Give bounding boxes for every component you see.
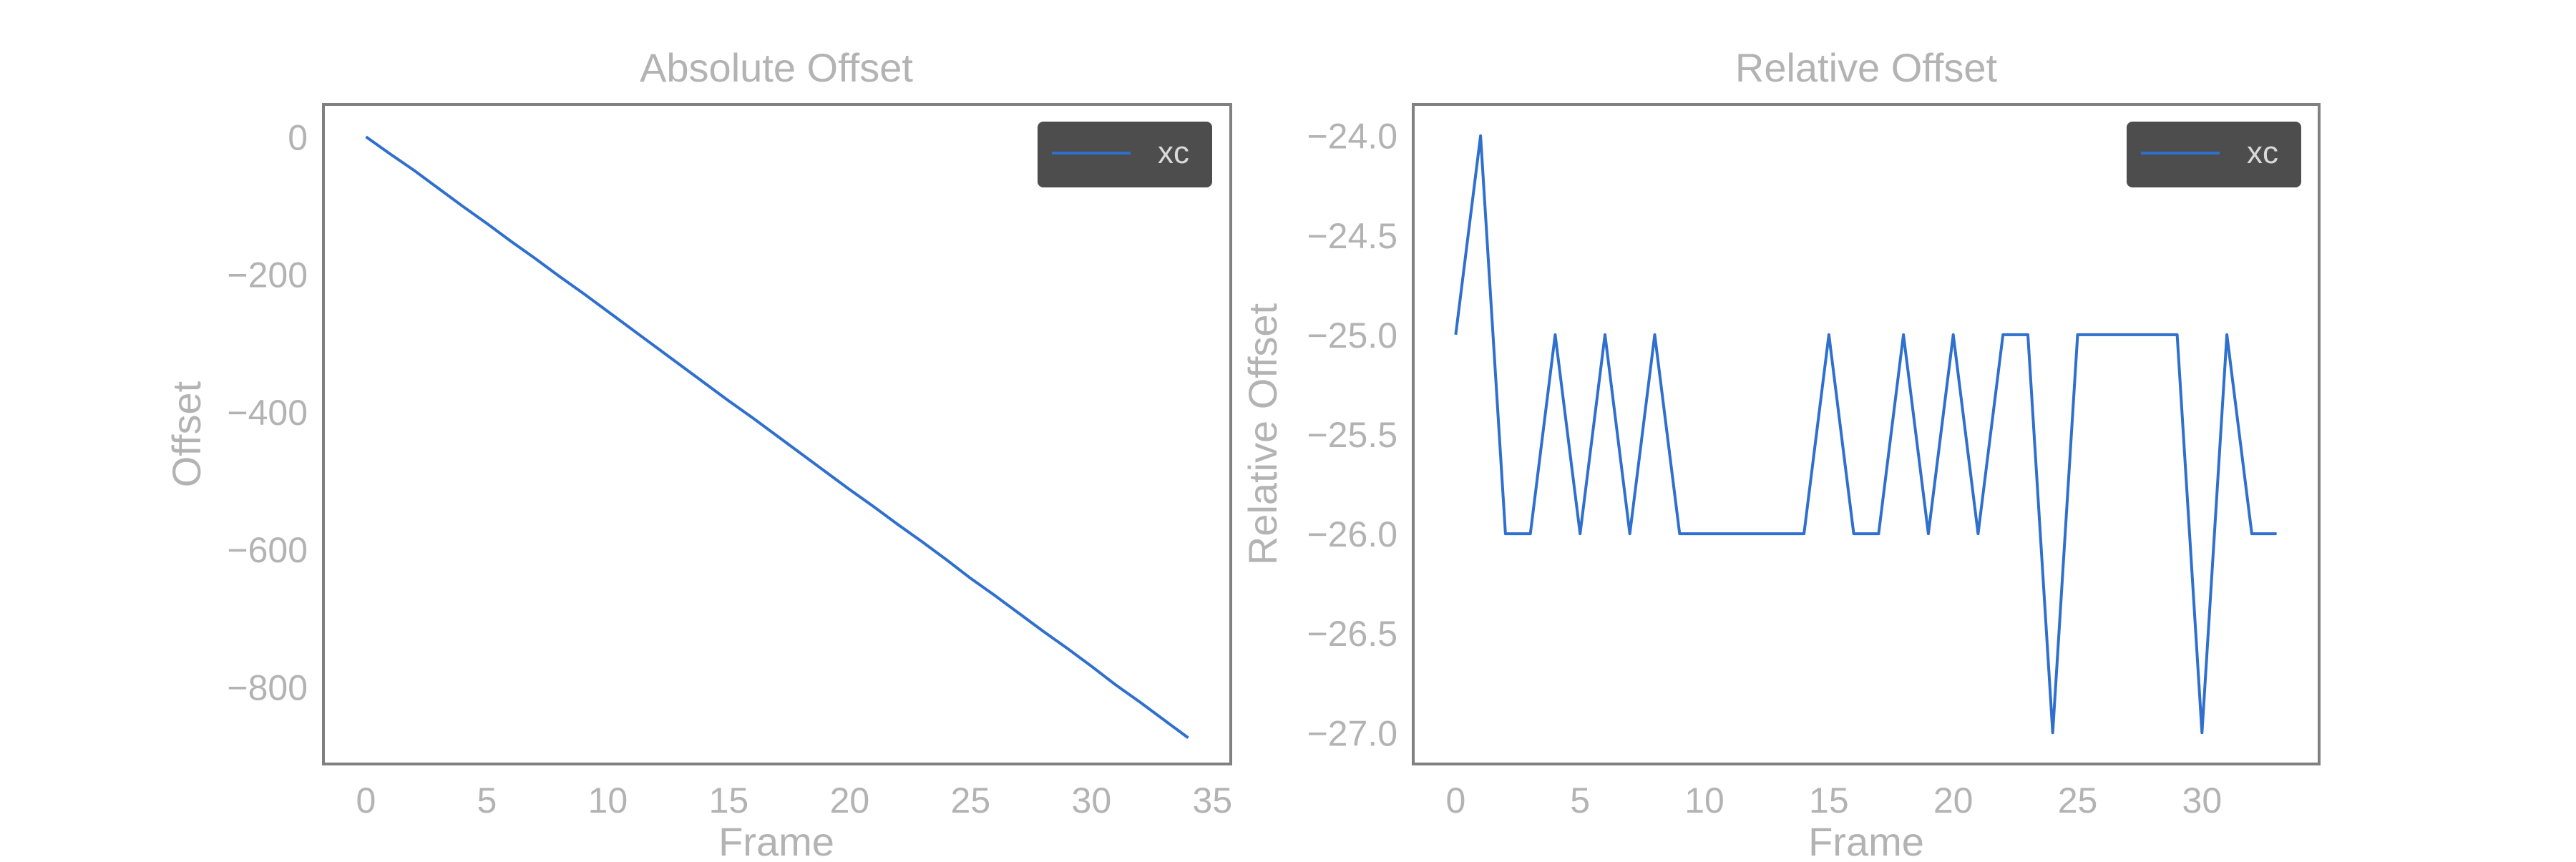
x-axis-label: Frame — [1808, 819, 1924, 858]
y-tick-label: −24.5 — [1307, 216, 1397, 256]
y-tick-label: −800 — [227, 667, 308, 707]
y-tick-label: −26.5 — [1307, 614, 1397, 654]
y-tick-label: −25.0 — [1307, 315, 1397, 356]
plot-frame — [322, 103, 1232, 765]
x-tick-label: 0 — [1445, 780, 1465, 821]
legend: xc — [2127, 122, 2301, 187]
y-tick-labels: −24.0 −24.5 −25.0 −25.5 −26.0 −26.5 −27.0 — [1307, 117, 1397, 754]
y-tick-label: −400 — [227, 393, 308, 433]
legend: xc — [1038, 122, 1212, 187]
x-tick-label: 5 — [477, 780, 497, 821]
y-tick-labels: 0 −200 −400 −600 −800 — [227, 117, 308, 707]
y-tick-label: −200 — [227, 255, 308, 295]
y-tick-label: 0 — [288, 117, 308, 157]
y-axis-label: Relative Offset — [1240, 303, 1285, 565]
relative-offset-chart: Relative Offset −24.0 −24.5 −25.0 −25.5 −26.… — [1240, 45, 2321, 862]
x-tick-label: 0 — [356, 780, 376, 821]
legend-label-xc: xc — [2247, 135, 2278, 170]
y-tick-label: −24.0 — [1307, 117, 1397, 157]
y-axis-label: Offset — [164, 381, 209, 487]
x-tick-label: 30 — [2182, 780, 2223, 821]
x-tick-label: 25 — [951, 780, 991, 821]
y-tick-label: −600 — [227, 530, 308, 570]
x-tick-label: 25 — [2058, 780, 2098, 821]
x-tick-label: 10 — [1684, 780, 1724, 821]
y-tick-label: −26.0 — [1307, 514, 1397, 554]
x-tick-labels: 0 5 10 15 20 25 30 35 — [356, 780, 1233, 821]
series-line-xc — [1454, 134, 2277, 735]
plot-frame — [1412, 103, 2321, 765]
absolute-offset-chart: Absolute Offset 0 −200 −400 −600 −800 0 5 10 15… — [164, 45, 1233, 862]
x-tick-label: 5 — [1570, 780, 1590, 821]
x-tick-label: 20 — [830, 780, 870, 821]
x-axis-label: Frame — [718, 819, 834, 858]
x-tick-label: 30 — [1072, 780, 1112, 821]
legend-label-xc: xc — [1158, 135, 1189, 170]
y-tick-label: −25.5 — [1307, 415, 1397, 455]
x-tick-label: 10 — [588, 780, 628, 821]
x-tick-labels: 0 5 10 15 20 25 30 — [1445, 780, 2222, 821]
x-tick-label: 15 — [709, 780, 749, 821]
chart-title: Absolute Offset — [640, 45, 913, 90]
chart-title: Relative Offset — [1735, 45, 1998, 90]
x-tick-label: 35 — [1193, 780, 1233, 821]
y-tick-label: −27.0 — [1307, 713, 1397, 753]
series-line-xc — [365, 135, 1189, 740]
x-tick-label: 20 — [1933, 780, 1974, 821]
x-tick-label: 15 — [1809, 780, 1849, 821]
